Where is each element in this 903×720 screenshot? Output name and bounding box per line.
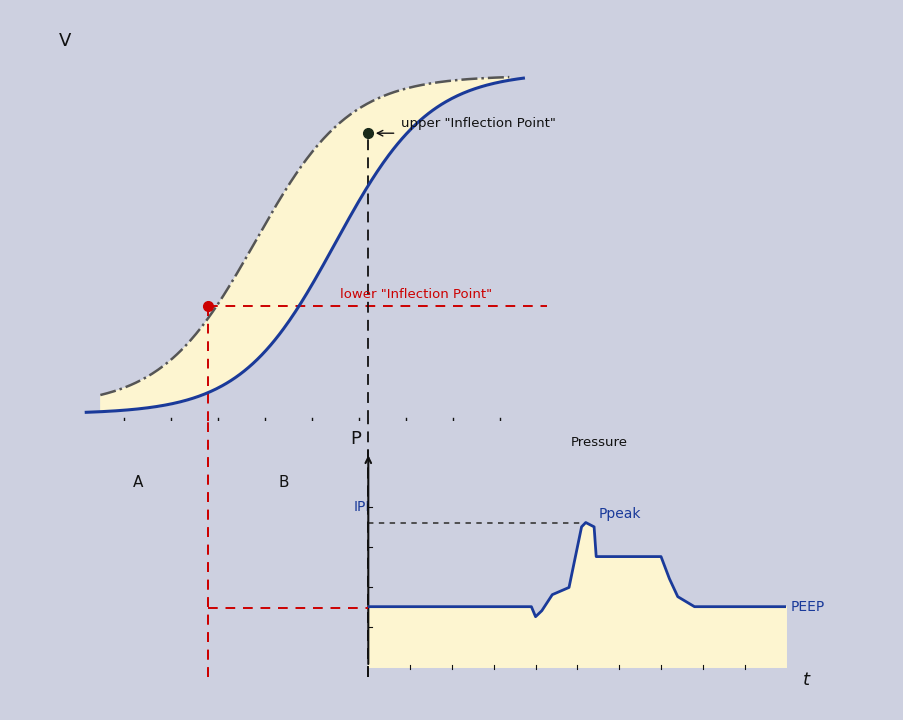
Text: PEEP: PEEP xyxy=(790,600,824,613)
Text: t: t xyxy=(803,671,809,689)
Text: lower "Inflection Point": lower "Inflection Point" xyxy=(340,287,491,301)
Text: C: C xyxy=(410,475,420,490)
Text: Pressure
[mbar]: Pressure [mbar] xyxy=(570,436,627,464)
Text: upper "Inflection Point": upper "Inflection Point" xyxy=(401,117,555,130)
Text: A: A xyxy=(133,475,143,490)
Text: IPPV: IPPV xyxy=(353,500,383,514)
Text: B: B xyxy=(278,475,289,490)
Text: V: V xyxy=(59,32,71,50)
Text: Ppeak: Ppeak xyxy=(598,507,640,521)
Text: P: P xyxy=(350,431,361,449)
